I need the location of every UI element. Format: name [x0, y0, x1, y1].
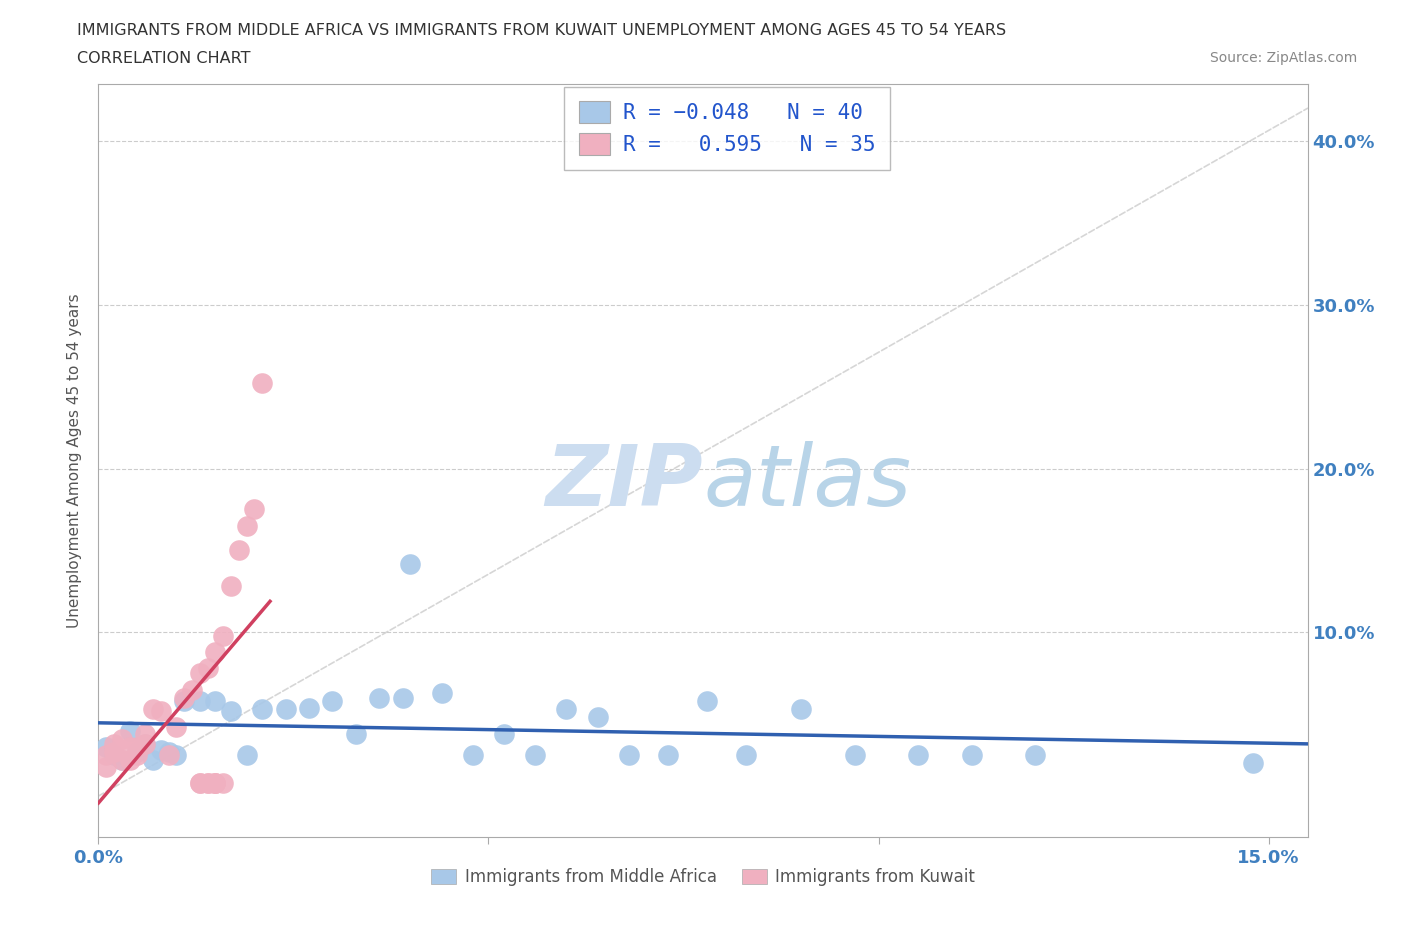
Point	[368, 690, 391, 705]
Point	[212, 776, 235, 790]
Text: IMMIGRANTS FROM MIDDLE AFRICA VS IMMIGRANTS FROM KUWAIT UNEMPLOYMENT AMONG AGES : IMMIGRANTS FROM MIDDLE AFRICA VS IMMIGRA…	[77, 23, 1007, 38]
Point	[243, 502, 266, 517]
Point	[735, 748, 758, 763]
Point	[197, 661, 219, 676]
Point	[127, 739, 149, 754]
Point	[789, 702, 811, 717]
Text: ZIP: ZIP	[546, 442, 703, 525]
Point	[524, 748, 547, 763]
Point	[204, 776, 226, 790]
Point	[96, 739, 118, 754]
Text: CORRELATION CHART: CORRELATION CHART	[77, 51, 250, 66]
Point	[617, 748, 640, 763]
Text: Source: ZipAtlas.com: Source: ZipAtlas.com	[1209, 51, 1357, 65]
Point	[212, 628, 235, 643]
Point	[111, 731, 134, 746]
Point	[204, 776, 226, 790]
Point	[235, 748, 257, 763]
Point	[252, 702, 274, 717]
Point	[960, 748, 983, 763]
Point	[252, 376, 274, 391]
Point	[399, 556, 422, 571]
Point	[298, 700, 321, 715]
Point	[157, 748, 180, 763]
Point	[188, 694, 211, 709]
Point	[127, 748, 149, 763]
Point	[235, 518, 257, 533]
Point	[96, 759, 118, 774]
Point	[1024, 748, 1046, 763]
Point	[173, 690, 195, 705]
Point	[430, 685, 453, 700]
Text: atlas: atlas	[703, 442, 911, 525]
Point	[204, 694, 226, 709]
Point	[197, 776, 219, 790]
Point	[134, 726, 156, 741]
Point	[96, 748, 118, 763]
Point	[228, 543, 250, 558]
Point	[696, 694, 718, 709]
Point	[274, 702, 297, 717]
Point	[142, 752, 165, 767]
Point	[181, 683, 204, 698]
Point	[391, 690, 413, 705]
Point	[219, 703, 242, 718]
Point	[188, 776, 211, 790]
Y-axis label: Unemployment Among Ages 45 to 54 years: Unemployment Among Ages 45 to 54 years	[67, 293, 83, 628]
Point	[188, 666, 211, 681]
Point	[127, 744, 149, 759]
Point	[204, 644, 226, 659]
Point	[204, 776, 226, 790]
Point	[1241, 756, 1264, 771]
Point	[344, 726, 367, 741]
Point	[103, 737, 125, 751]
Point	[103, 748, 125, 763]
Point	[134, 737, 156, 751]
Point	[111, 752, 134, 767]
Legend: Immigrants from Middle Africa, Immigrants from Kuwait: Immigrants from Middle Africa, Immigrant…	[425, 861, 981, 893]
Point	[111, 752, 134, 767]
Point	[219, 579, 242, 594]
Point	[103, 744, 125, 759]
Point	[118, 739, 141, 754]
Point	[461, 748, 484, 763]
Point	[165, 720, 187, 735]
Point	[142, 702, 165, 717]
Point	[149, 703, 172, 718]
Point	[188, 776, 211, 790]
Point	[118, 724, 141, 738]
Point	[657, 748, 679, 763]
Point	[149, 743, 172, 758]
Point	[586, 710, 609, 724]
Point	[907, 748, 929, 763]
Point	[844, 748, 866, 763]
Point	[321, 694, 343, 709]
Point	[494, 726, 516, 741]
Point	[173, 694, 195, 709]
Point	[165, 748, 187, 763]
Point	[134, 737, 156, 751]
Point	[555, 702, 578, 717]
Point	[118, 752, 141, 767]
Point	[157, 744, 180, 759]
Point	[197, 776, 219, 790]
